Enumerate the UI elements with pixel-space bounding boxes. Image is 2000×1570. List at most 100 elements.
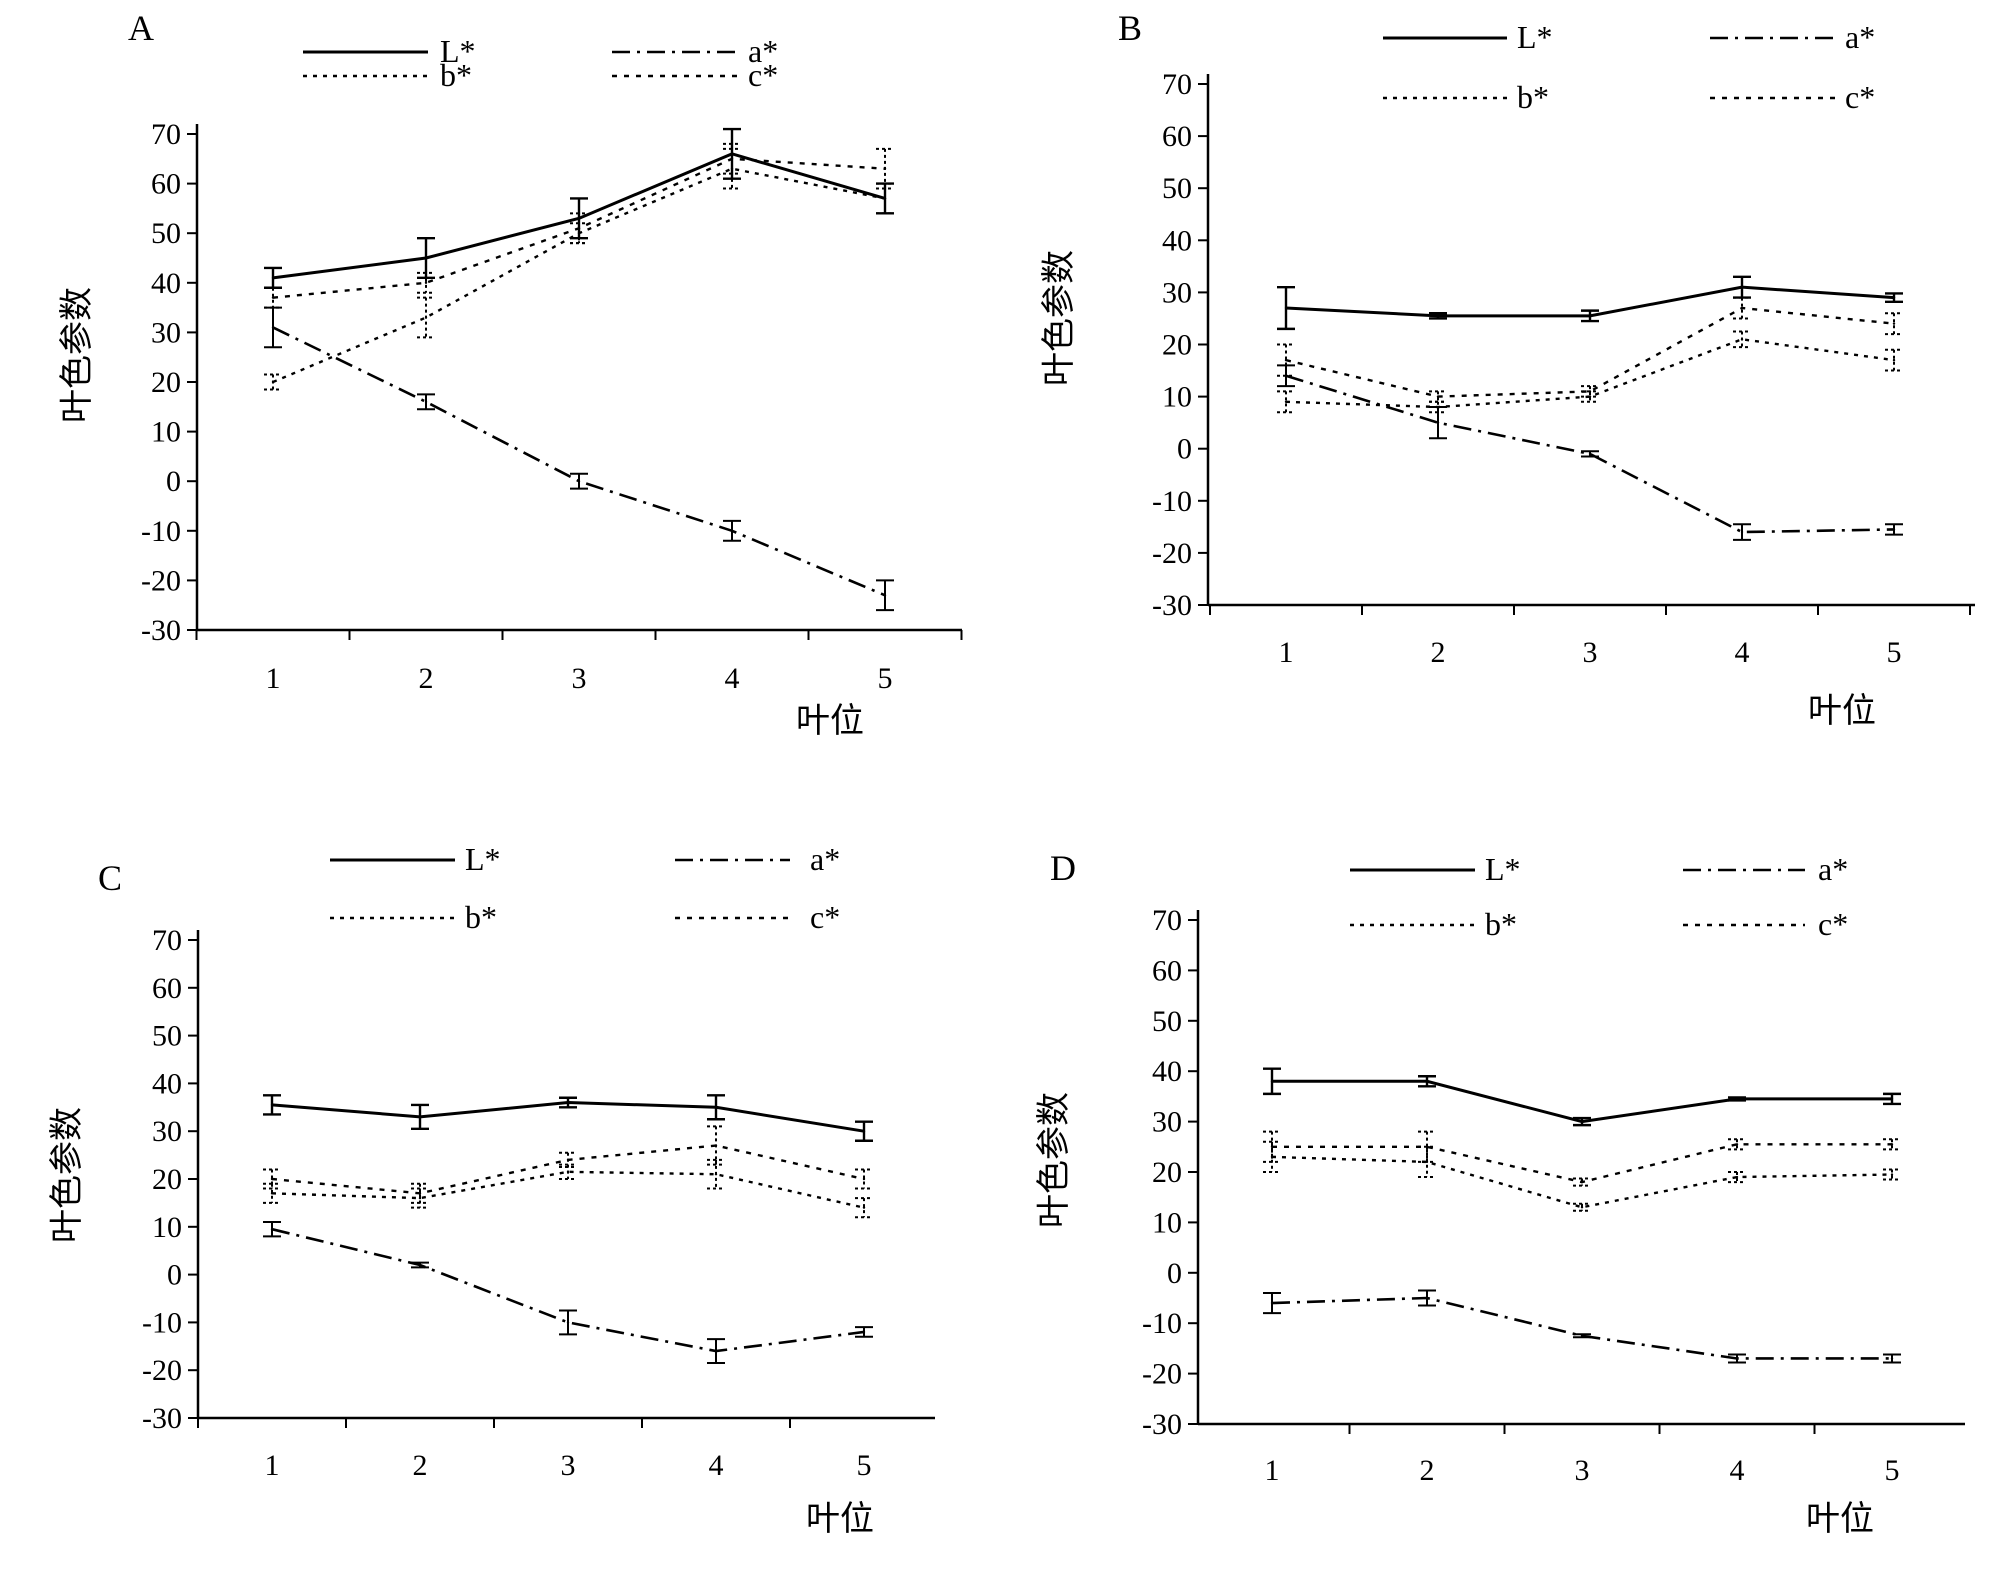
data-point (424, 316, 428, 319)
data-point (270, 1177, 274, 1181)
data-point (1284, 358, 1288, 362)
y-axis-title: 叶色参数 (1040, 250, 1078, 386)
x-tick-label: 5 (857, 1449, 872, 1482)
y-tick-label: 10 (151, 416, 181, 449)
panel-letter: B (1118, 8, 1142, 48)
data-point (1890, 1097, 1894, 1101)
legend-item-b-star: b* (303, 57, 472, 93)
legend-item-c-star: c* (675, 899, 840, 935)
data-point (1580, 1180, 1584, 1184)
error-bar (1728, 1138, 1746, 1151)
y-tick-label: -20 (141, 564, 181, 597)
x-tick-label: 1 (1279, 636, 1294, 669)
data-point (1892, 358, 1896, 362)
chart-panel-a: A 70 60 50 40 30 20 10 0 -10 -20 -30 1 2 3 4 5 叶位 叶色参数 L* a*… (58, 8, 963, 740)
error-bar (263, 1168, 281, 1190)
series-line (1271, 1155, 1893, 1209)
data-point (1735, 1175, 1739, 1179)
data-point (270, 1103, 274, 1107)
data-point (1735, 1143, 1739, 1146)
y-axis-title: 叶色参数 (1035, 1092, 1073, 1228)
data-point (730, 152, 734, 156)
series-c-star (1263, 1130, 1901, 1187)
data-point (418, 1115, 422, 1119)
legend-item-a-star: a* (612, 33, 778, 69)
data-point (566, 1321, 570, 1324)
data-point (1270, 1301, 1274, 1305)
legend-label: L* (440, 33, 476, 69)
data-point (883, 197, 887, 200)
error-bar (264, 286, 282, 309)
legend-label: a* (1845, 19, 1875, 55)
legend-item-l-star: L* (1350, 851, 1521, 887)
chart-panel-c: C 70 60 50 40 30 20 10 0 -10 -20 -30 1 2 3 4 5 叶位 叶色参数 L* a*… (48, 841, 935, 1538)
data-point (862, 1177, 866, 1181)
legend-item-l-star: L* (303, 33, 476, 69)
data-point (1580, 1120, 1584, 1123)
y-tick-label: -10 (1152, 485, 1192, 518)
y-tick-label: 30 (152, 1115, 182, 1148)
data-point (730, 529, 734, 532)
error-bar (1581, 385, 1599, 398)
series-a-star (1263, 1289, 1901, 1364)
error-bar (1885, 312, 1903, 336)
x-tick-label: 1 (1265, 1454, 1280, 1487)
y-tick-label: 60 (151, 168, 181, 201)
data-point (883, 167, 887, 170)
data-point (1890, 1357, 1894, 1360)
x-tick-label: 3 (561, 1449, 576, 1482)
data-point (1425, 1145, 1429, 1149)
legend-item-l-star: L* (330, 841, 501, 877)
y-tick-label: 20 (151, 366, 181, 399)
y-tick-label: -10 (1142, 1307, 1182, 1340)
x-tick-label: 1 (266, 662, 281, 695)
x-tick-label: 3 (1583, 636, 1598, 669)
y-tick-label: 10 (1162, 381, 1192, 414)
series-line (272, 326, 886, 597)
y-tick-label: 30 (1152, 1106, 1182, 1139)
y-tick-label: 70 (1152, 904, 1182, 937)
error-bar (1883, 1168, 1901, 1181)
data-point (418, 1192, 422, 1195)
error-bar (1263, 1130, 1281, 1163)
x-tick-label: 2 (419, 662, 434, 695)
data-point (1890, 1173, 1894, 1176)
y-tick-label: 0 (1167, 1257, 1182, 1290)
y-tick-label: 50 (152, 1020, 182, 1053)
legend-item-a-star: a* (1710, 19, 1875, 55)
y-tick-label: 20 (1162, 329, 1192, 362)
error-bar (411, 1182, 429, 1204)
data-point (1892, 296, 1896, 299)
x-tick-label: 4 (1730, 1454, 1745, 1487)
series-b-star (263, 1158, 873, 1219)
series-b-star (264, 147, 894, 391)
y-tick-label: -10 (142, 1306, 182, 1339)
error-bar (1885, 348, 1903, 372)
x-tick-label: 4 (709, 1449, 724, 1482)
legend-item-b-star: b* (1383, 79, 1549, 115)
error-bar (411, 1187, 429, 1209)
error-bar (1573, 1202, 1591, 1212)
y-tick-label: 10 (152, 1211, 182, 1244)
x-tick-label: 2 (1431, 636, 1446, 669)
data-point (566, 1101, 570, 1104)
y-tick-label: 60 (1152, 954, 1182, 987)
legend-label: L* (1485, 851, 1521, 887)
data-point (424, 281, 428, 284)
series-b-star (1277, 330, 1903, 414)
y-tick-label: -20 (1142, 1358, 1182, 1391)
legend-label: b* (1517, 79, 1549, 115)
error-bar (1883, 1138, 1901, 1151)
legend-item-b-star: b* (330, 899, 497, 935)
series-c-star (263, 1125, 873, 1204)
data-point (1890, 1143, 1894, 1146)
data-point (1436, 421, 1440, 424)
y-tick-label: 0 (167, 1259, 182, 1292)
series-c-star (1277, 296, 1903, 403)
data-point (566, 1170, 570, 1174)
error-bar (1418, 1130, 1436, 1163)
y-tick-label: 30 (151, 316, 181, 349)
y-tick-label: 70 (1162, 68, 1192, 101)
data-point (418, 1263, 422, 1267)
panel-letter: C (98, 858, 122, 898)
